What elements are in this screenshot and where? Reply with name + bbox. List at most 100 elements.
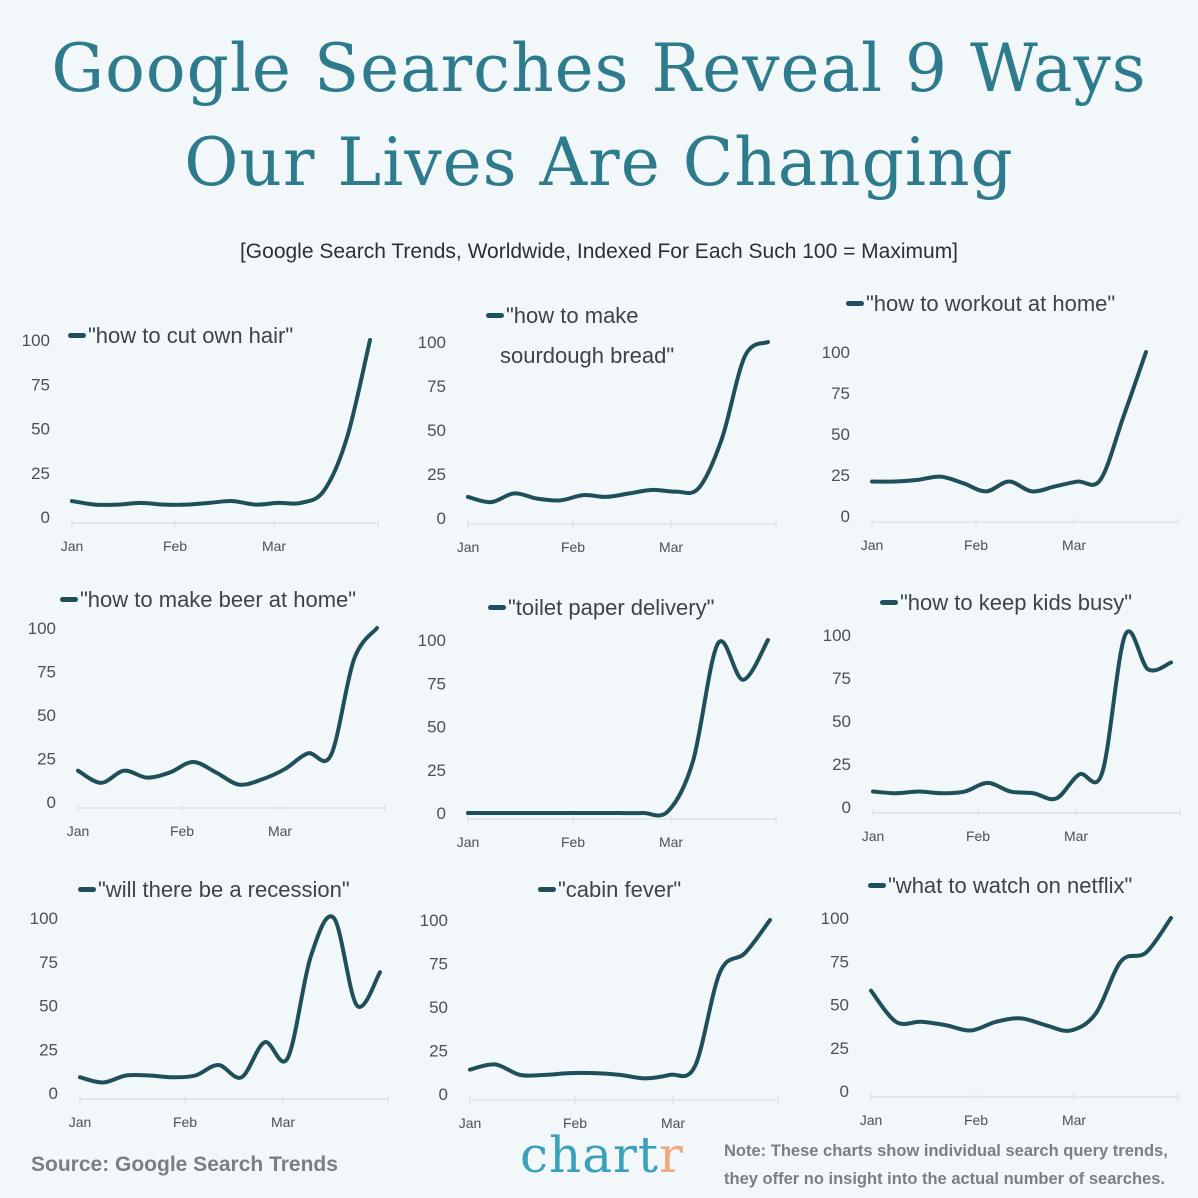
x-tick-label: Jan [459,1115,482,1131]
legend-swatch-icon [78,886,96,892]
y-tick-label: 75 [831,384,850,403]
x-tick-label: Mar [262,538,286,554]
y-tick-label: 100 [821,909,849,928]
line-chart: 0 25 50 75 100 Jan Feb Mar [823,626,1181,844]
y-tick-label: 100 [22,331,50,350]
y-tick-label: 25 [832,755,851,774]
title-line-1: Google Searches Reveal 9 Ways [51,30,1147,107]
legend-swatch-icon [538,886,556,892]
y-tick-label: 75 [37,663,56,682]
x-tick-label: Feb [561,539,585,555]
x-tick-label: Jan [457,539,480,555]
y-tick-label: 75 [31,375,50,394]
y-tick-label: 75 [832,669,851,688]
chartr-logo: chartr [520,1126,684,1184]
legend-swatch-icon [486,312,504,318]
y-tick-label: 25 [831,466,850,485]
chart-panel-workout-home: 0 25 50 75 100 Jan Feb Mar "how to workout at h… [798,290,1198,580]
y-tick-label: 25 [427,465,446,484]
line-chart: 0 25 50 75 100 Jan Feb Mar [30,909,389,1130]
legend-swatch-icon [868,882,886,888]
page-title: Google Searches Reveal 9 Ways Our Lives … [0,22,1198,210]
x-tick-label: Feb [163,538,187,554]
y-tick-label: 0 [842,798,851,817]
trend-line [466,638,770,818]
x-tick-label: Mar [659,539,683,555]
y-tick-label: 75 [427,377,446,396]
subtitle: [Google Search Trends, Worldwide, Indexe… [239,240,959,263]
y-tick-label: 75 [427,674,446,693]
x-tick-label: Feb [561,834,585,850]
chart-panel-kids-busy: 0 25 50 75 100 Jan Feb Mar "how to keep kids bu… [798,585,1198,875]
legend-swatch-icon [60,596,78,602]
disclaimer-note: Note: These charts show individual searc… [724,1142,1168,1188]
y-tick-label: 100 [823,626,851,645]
chart-legend: "will there be a recession" [78,870,350,910]
x-tick-label: Mar [268,823,292,839]
trend-line [78,914,382,1085]
y-tick-label: 25 [39,1040,58,1059]
x-tick-label: Mar [1062,537,1086,553]
y-tick-label: 25 [830,1039,849,1058]
y-tick-label: 0 [840,1082,849,1101]
y-tick-label: 50 [31,420,50,439]
source-note: Source: Google Search Trends [31,1153,338,1176]
legend-swatch-icon [488,604,506,610]
y-tick-label: 50 [429,998,448,1017]
line-chart: 0 25 50 75 100 Jan Feb Mar [418,333,777,555]
legend-swatch-icon [846,300,864,306]
trend-line [871,629,1173,802]
x-tick-label: Jan [862,828,885,844]
chart-panel-beer-home: 0 25 50 75 100 Jan Feb Mar "how to make beer at… [0,580,400,870]
x-tick-label: Mar [1064,828,1088,844]
y-tick-label: 75 [39,953,58,972]
y-tick-label: 100 [28,619,56,638]
x-tick-label: Feb [964,1112,988,1128]
y-tick-label: 50 [427,718,446,737]
trend-line [76,626,379,787]
y-tick-label: 50 [39,997,58,1016]
chart-legend: "toilet paper delivery" [488,588,714,628]
trend-line [870,350,1148,494]
chart-panel-netflix: 0 25 50 75 100 Jan Feb Mar "what to watch on ne… [798,866,1198,1156]
chart-legend: "what to watch on netflix" [868,866,1132,906]
y-tick-label: 0 [439,1085,448,1104]
y-tick-label: 100 [30,909,58,928]
chart-legend: "how to workout at home" [846,284,1115,324]
x-tick-label: Feb [563,1115,587,1131]
y-tick-label: 50 [427,421,446,440]
x-tick-label: Jan [61,538,84,554]
x-tick-label: Mar [659,834,683,850]
chart-legend: "how to keep kids busy" [880,583,1132,623]
line-chart: 0 25 50 75 100 Jan Feb Mar [821,909,1179,1128]
chart-legend: "how to make beer at home" [60,580,356,620]
x-tick-label: Mar [1062,1112,1086,1128]
trend-line [869,916,1173,1033]
y-tick-label: 0 [841,507,850,526]
chart-panel-cut-own-hair: 0 25 50 75 100 Jan Feb Mar "how to cut own hair… [0,300,400,590]
y-tick-label: 0 [437,804,446,823]
y-tick-label: 25 [427,761,446,780]
x-tick-label: Feb [966,828,990,844]
y-tick-label: 25 [31,464,50,483]
chart-legend: "how to cut own hair" [68,316,293,356]
y-tick-label: 50 [830,996,849,1015]
x-tick-label: Jan [861,537,884,553]
chart-panel-toilet-paper: 0 25 50 75 100 Jan Feb Mar "toilet paper delive… [398,590,798,880]
x-tick-label: Jan [860,1112,883,1128]
y-tick-label: 0 [41,508,50,527]
y-tick-label: 75 [830,952,849,971]
x-tick-label: Jan [457,834,480,850]
chart-panel-cabin-fever: 0 25 50 75 100 Jan Feb Mar "cabin fever" [398,870,798,1160]
x-tick-label: Jan [69,1114,92,1130]
x-tick-label: Feb [173,1114,197,1130]
y-tick-label: 0 [437,509,446,528]
y-tick-label: 50 [832,712,851,731]
y-tick-label: 0 [47,793,56,812]
line-chart: 0 25 50 75 100 Jan Feb Mar [822,343,1179,553]
y-tick-label: 25 [429,1042,448,1061]
line-chart: 0 25 50 75 100 Jan Feb Mar [28,619,386,839]
y-tick-label: 50 [37,706,56,725]
x-tick-label: Feb [964,537,988,553]
y-tick-label: 100 [822,343,850,362]
